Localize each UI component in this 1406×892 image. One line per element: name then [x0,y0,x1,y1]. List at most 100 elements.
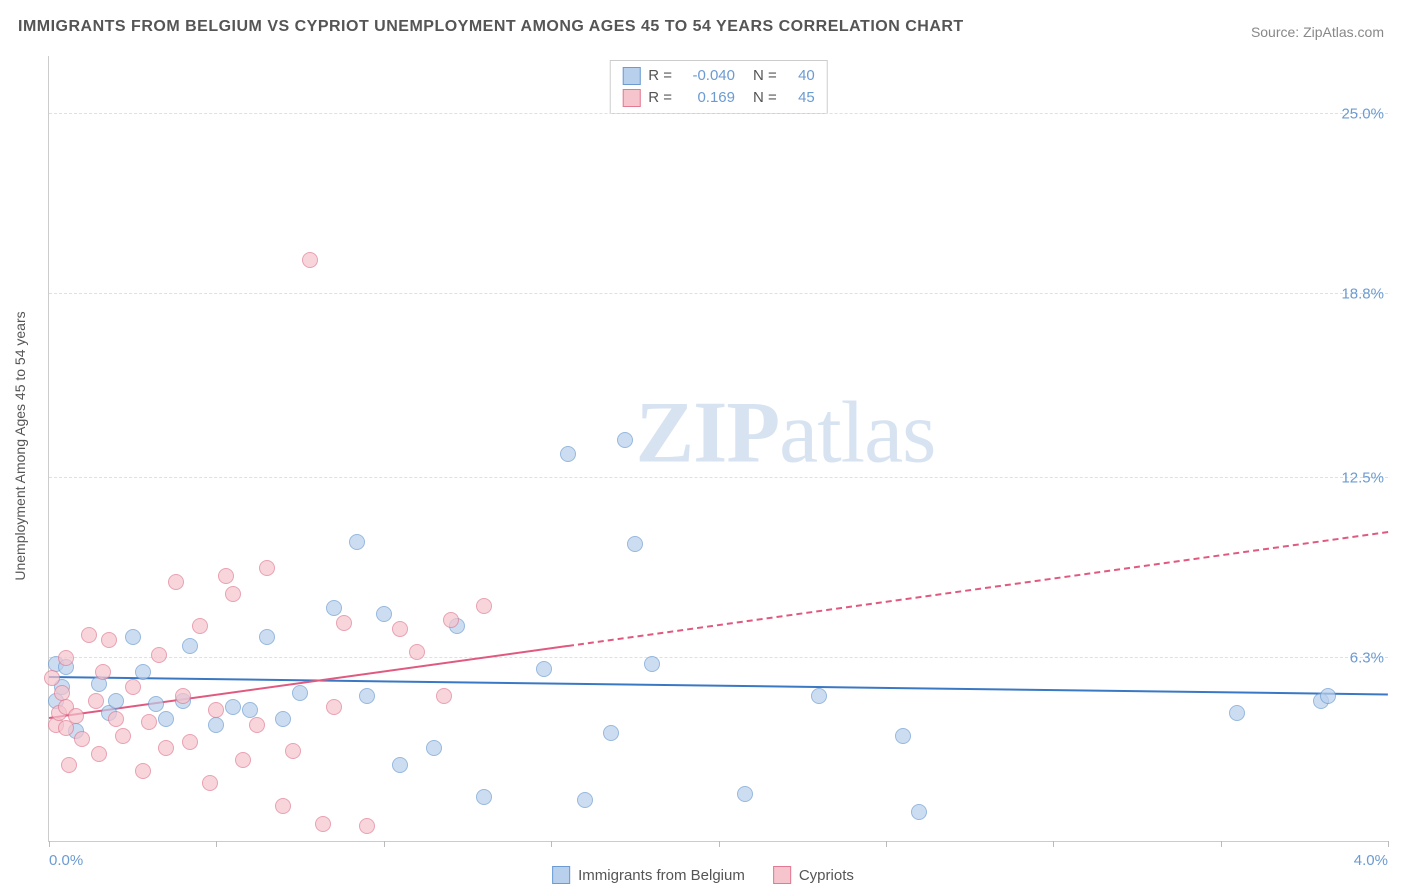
x-tick [216,841,217,847]
data-point [811,688,827,704]
data-point [617,432,633,448]
data-point [476,789,492,805]
legend-label: Cypriots [799,867,854,884]
y-tick-label: 12.5% [1341,469,1390,486]
n-label: N = [753,87,777,109]
data-point [376,606,392,622]
data-point [81,627,97,643]
data-point [88,693,104,709]
gridline [49,113,1388,114]
data-point [443,612,459,628]
trend-line-extrapolated [568,531,1388,647]
data-point [302,252,318,268]
watermark-text: ZIPatlas [635,382,935,483]
x-tick [1053,841,1054,847]
y-axis-label: Unemployment Among Ages 45 to 54 years [12,311,28,580]
legend-swatch [622,67,640,85]
legend-swatch [773,866,791,884]
legend-label: Immigrants from Belgium [578,867,745,884]
data-point [125,679,141,695]
data-point [275,711,291,727]
data-point [108,693,124,709]
series-legend: Immigrants from Belgium Cypriots [552,866,854,884]
y-tick-label: 6.3% [1350,649,1390,666]
data-point [125,629,141,645]
gridline [49,293,1388,294]
data-point [259,629,275,645]
x-tick [886,841,887,847]
data-point [208,702,224,718]
legend-item: Immigrants from Belgium [552,866,745,884]
data-point [158,711,174,727]
data-point [426,740,442,756]
scatter-chart: ZIPatlas R =-0.040N =40R =0.169N =45 6.3… [48,56,1388,842]
y-tick-label: 25.0% [1341,106,1390,123]
data-point [409,644,425,660]
data-point [895,728,911,744]
n-value: 40 [785,65,815,87]
data-point [168,574,184,590]
data-point [74,731,90,747]
data-point [151,647,167,663]
data-point [208,717,224,733]
data-point [225,586,241,602]
x-tick [384,841,385,847]
stats-legend-row: R =0.169N =45 [622,87,815,109]
data-point [326,699,342,715]
data-point [192,618,208,634]
data-point [95,664,111,680]
data-point [135,664,151,680]
data-point [436,688,452,704]
n-value: 45 [785,87,815,109]
legend-swatch [552,866,570,884]
data-point [911,804,927,820]
watermark-light: atlas [779,384,935,481]
x-tick [1388,841,1389,847]
data-point [91,746,107,762]
data-point [225,699,241,715]
data-point [1320,688,1336,704]
y-tick-label: 18.8% [1341,286,1390,303]
chart-title: IMMIGRANTS FROM BELGIUM VS CYPRIOT UNEMP… [18,18,964,36]
data-point [1229,705,1245,721]
data-point [737,786,753,802]
data-point [58,650,74,666]
stats-legend-row: R =-0.040N =40 [622,65,815,87]
legend-item: Cypriots [773,866,854,884]
data-point [235,752,251,768]
data-point [135,763,151,779]
stats-legend: R =-0.040N =40R =0.169N =45 [609,60,828,114]
data-point [61,757,77,773]
data-point [259,560,275,576]
x-tick [49,841,50,847]
x-tick [1221,841,1222,847]
data-point [158,740,174,756]
data-point [627,536,643,552]
data-point [359,818,375,834]
watermark-bold: ZIP [635,384,779,481]
legend-swatch [622,89,640,107]
data-point [292,685,308,701]
r-value: -0.040 [680,65,735,87]
n-label: N = [753,65,777,87]
x-tick [719,841,720,847]
data-point [644,656,660,672]
data-point [392,621,408,637]
data-point [68,708,84,724]
gridline [49,477,1388,478]
data-point [349,534,365,550]
trend-line [49,676,1388,695]
data-point [141,714,157,730]
x-tick [551,841,552,847]
data-point [315,816,331,832]
data-point [603,725,619,741]
data-point [336,615,352,631]
data-point [182,734,198,750]
data-point [115,728,131,744]
data-point [101,632,117,648]
data-point [148,696,164,712]
data-point [44,670,60,686]
source-attribution: Source: ZipAtlas.com [1251,24,1384,40]
data-point [577,792,593,808]
data-point [326,600,342,616]
